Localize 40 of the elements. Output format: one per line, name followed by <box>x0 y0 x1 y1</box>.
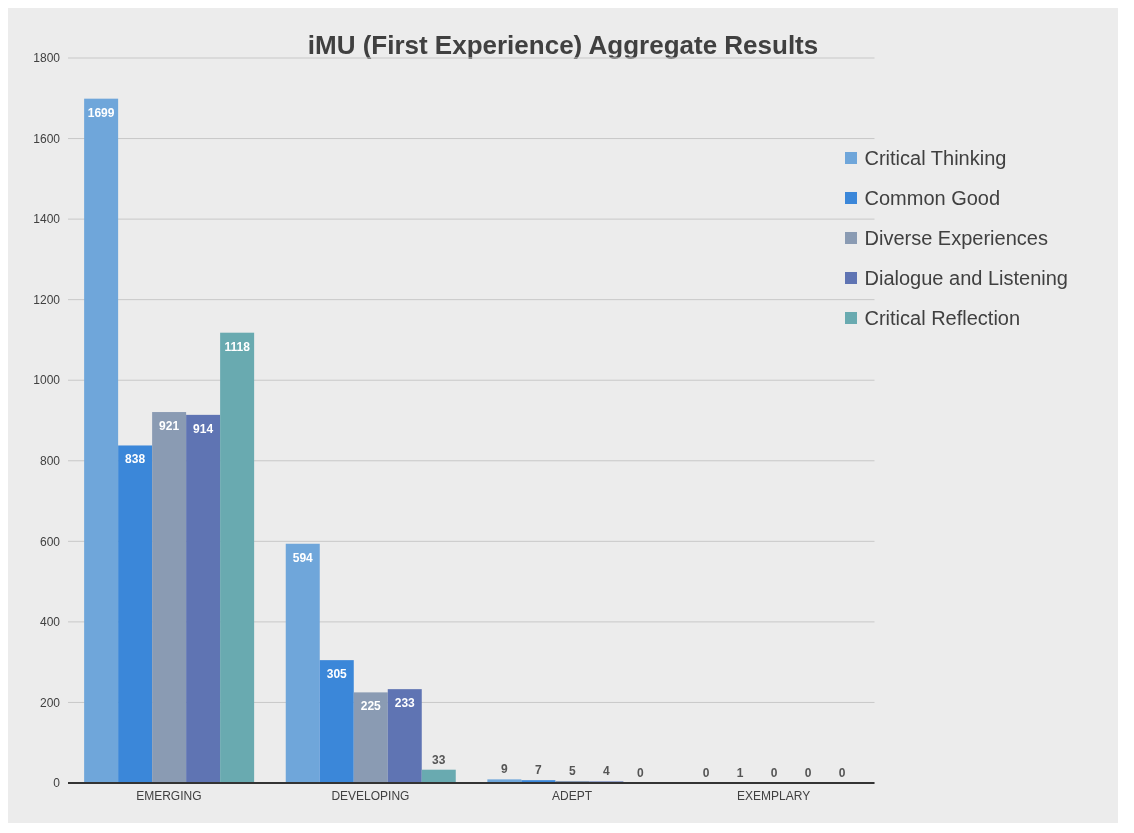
y-tick-label: 1600 <box>33 131 61 146</box>
legend-label: Common Good <box>864 186 1001 210</box>
y-tick-label: 0 <box>53 776 61 791</box>
y-tick-label: 400 <box>39 615 61 630</box>
data-label: 4 <box>603 764 611 779</box>
data-label: 0 <box>770 766 778 780</box>
y-tick-label: 800 <box>39 454 61 469</box>
x-tick-label: ADEPT <box>552 788 593 803</box>
data-label: 0 <box>804 766 812 780</box>
data-label: 9 <box>501 762 509 777</box>
y-tick-label: 1400 <box>33 212 61 227</box>
y-tick-label: 200 <box>39 695 61 710</box>
data-label: 0 <box>838 766 846 780</box>
y-tick-label: 1200 <box>33 292 61 307</box>
data-label: 225 <box>360 699 382 714</box>
data-label: 914 <box>193 421 214 436</box>
x-tick-label: EXEMPLARY <box>737 788 811 803</box>
x-tick-label: DEVELOPING <box>331 788 410 803</box>
data-label: 33 <box>432 752 446 767</box>
data-label: 7 <box>535 763 543 778</box>
data-label: 233 <box>394 696 416 711</box>
data-label: 594 <box>292 550 314 565</box>
data-label: 1118 <box>224 339 251 354</box>
data-label: 305 <box>326 667 348 682</box>
legend-label: Dialogue and Listening <box>864 266 1068 290</box>
y-tick-label: 1000 <box>33 373 61 388</box>
chart-title: iMU (First Experience) Aggregate Results <box>307 30 819 60</box>
x-tick-label: EMERGING <box>136 788 202 803</box>
data-label: 0 <box>637 766 645 780</box>
legend-label: Diverse Experiences <box>864 226 1048 250</box>
legend-label: Critical Thinking <box>864 146 1007 170</box>
data-label: 0 <box>702 766 710 780</box>
data-label: 5 <box>569 763 577 778</box>
legend-label: Critical Reflection <box>864 306 1021 330</box>
data-label: 1 <box>736 765 744 780</box>
data-label: 838 <box>125 452 146 467</box>
data-label: 921 <box>159 419 180 434</box>
y-tick-label: 600 <box>39 534 61 549</box>
y-tick-label: 1800 <box>33 51 61 66</box>
data-label: 1699 <box>87 105 115 120</box>
